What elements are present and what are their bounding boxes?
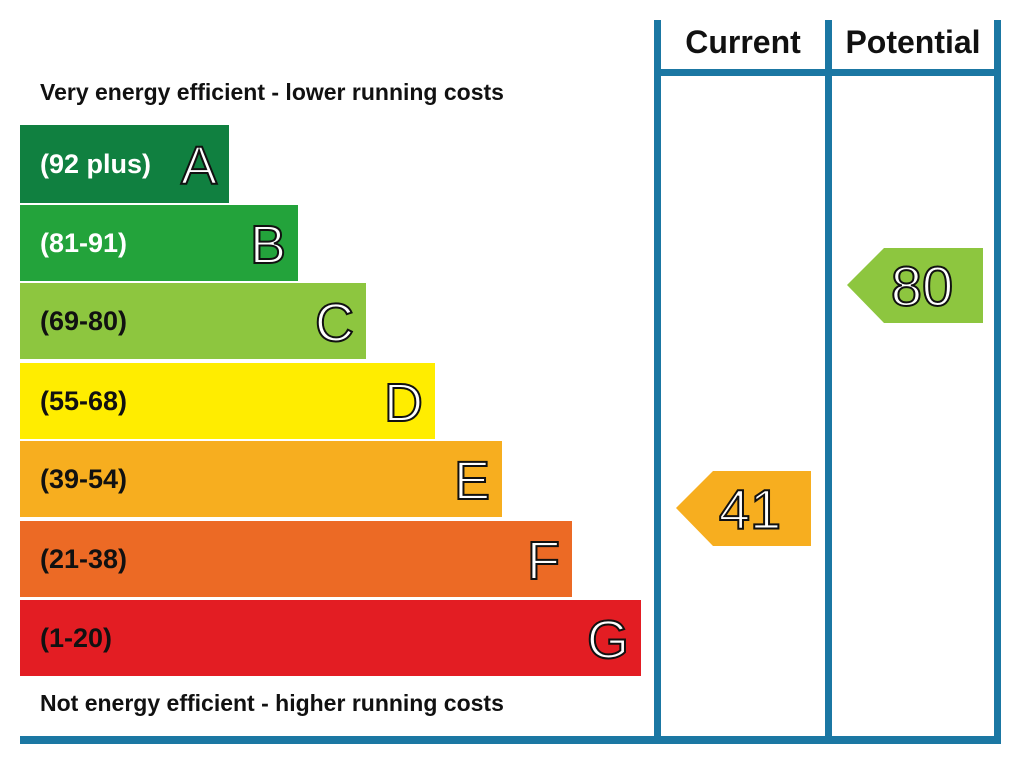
potential-arrow <box>847 248 983 323</box>
rating-band <box>20 363 435 439</box>
column-border <box>994 20 1001 742</box>
band-letter: A <box>181 136 217 196</box>
band-letter: F <box>527 531 560 591</box>
rating-band <box>20 521 572 597</box>
band-range: (92 plus) <box>40 149 151 179</box>
band-letter: E <box>454 451 490 511</box>
rating-band <box>20 283 366 359</box>
bottom-border <box>20 736 1001 744</box>
band-range: (1-20) <box>40 623 112 653</box>
band-letter: G <box>587 610 629 670</box>
bottom-note: Not energy efficient - higher running co… <box>40 690 504 716</box>
potential-header: Potential <box>845 24 980 60</box>
band-range: (81-91) <box>40 228 127 258</box>
band-letter: D <box>384 373 423 433</box>
current-header: Current <box>685 24 801 60</box>
potential-score: 80 <box>891 255 953 318</box>
band-range: (69-80) <box>40 306 127 336</box>
rating-band <box>20 125 229 203</box>
band-range: (39-54) <box>40 464 127 494</box>
rating-band <box>20 441 502 517</box>
current-arrow <box>676 471 811 546</box>
header-border <box>654 69 1001 76</box>
column-border <box>654 20 661 742</box>
band-range: (55-68) <box>40 386 127 416</box>
band-letter: B <box>250 215 286 275</box>
column-border <box>825 20 832 742</box>
band-range: (21-38) <box>40 544 127 574</box>
top-note: Very energy efficient - lower running co… <box>40 79 504 105</box>
rating-band <box>20 205 298 281</box>
band-letter: C <box>315 293 354 353</box>
current-score: 41 <box>719 478 781 541</box>
rating-band <box>20 600 641 676</box>
